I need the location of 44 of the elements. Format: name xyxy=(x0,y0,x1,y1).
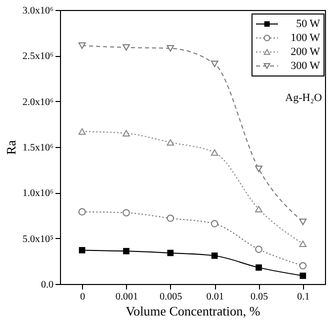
point xyxy=(255,246,262,253)
y-tick-label: 3.0x10⁶ xyxy=(22,6,54,16)
point xyxy=(299,262,307,270)
point xyxy=(122,130,130,137)
point xyxy=(166,214,174,222)
point xyxy=(166,139,174,146)
y-tick-label: 5.0x10⁵ xyxy=(22,234,54,245)
y-tick-label: 2.5x10⁶ xyxy=(22,51,54,62)
x-tick-label: 0.1 xyxy=(297,292,310,302)
point xyxy=(255,166,262,172)
point xyxy=(122,209,130,216)
point xyxy=(78,208,86,216)
point xyxy=(123,248,130,254)
point xyxy=(300,272,306,279)
y-axis-title: Ra xyxy=(4,140,19,155)
x-tick-label: 0.001 xyxy=(116,292,138,302)
x-tick-label: 0.01 xyxy=(206,292,224,302)
x-axis-title: Volume Concentration, % xyxy=(126,304,260,318)
legend-label: 300 W xyxy=(290,60,321,72)
point xyxy=(211,252,218,259)
point xyxy=(255,206,262,212)
annotation: Ag-H₂O xyxy=(285,92,322,104)
point xyxy=(299,218,307,226)
point xyxy=(299,240,307,248)
point xyxy=(210,60,218,68)
y-tick-label: 2.0x10⁶ xyxy=(22,96,54,108)
legend-label: 100 W xyxy=(290,32,321,44)
point xyxy=(210,149,218,156)
y-tick-label: 1.5x10⁶ xyxy=(22,142,54,154)
point xyxy=(78,247,86,254)
legend-label: 200 W xyxy=(290,46,321,58)
y-tick-label: 1.0x10⁶ xyxy=(22,188,54,200)
point xyxy=(167,250,174,256)
x-tick-label: 0 xyxy=(80,292,86,302)
point xyxy=(256,264,262,271)
legend-label: 50 W xyxy=(296,18,321,30)
point xyxy=(78,128,86,135)
x-tick-label: 0.005 xyxy=(160,292,182,302)
point xyxy=(166,45,174,52)
y-tick-label: 0.0 xyxy=(41,280,54,290)
point xyxy=(210,220,218,228)
point xyxy=(122,44,130,51)
x-tick-label: 0.05 xyxy=(250,292,268,302)
point xyxy=(78,42,86,49)
